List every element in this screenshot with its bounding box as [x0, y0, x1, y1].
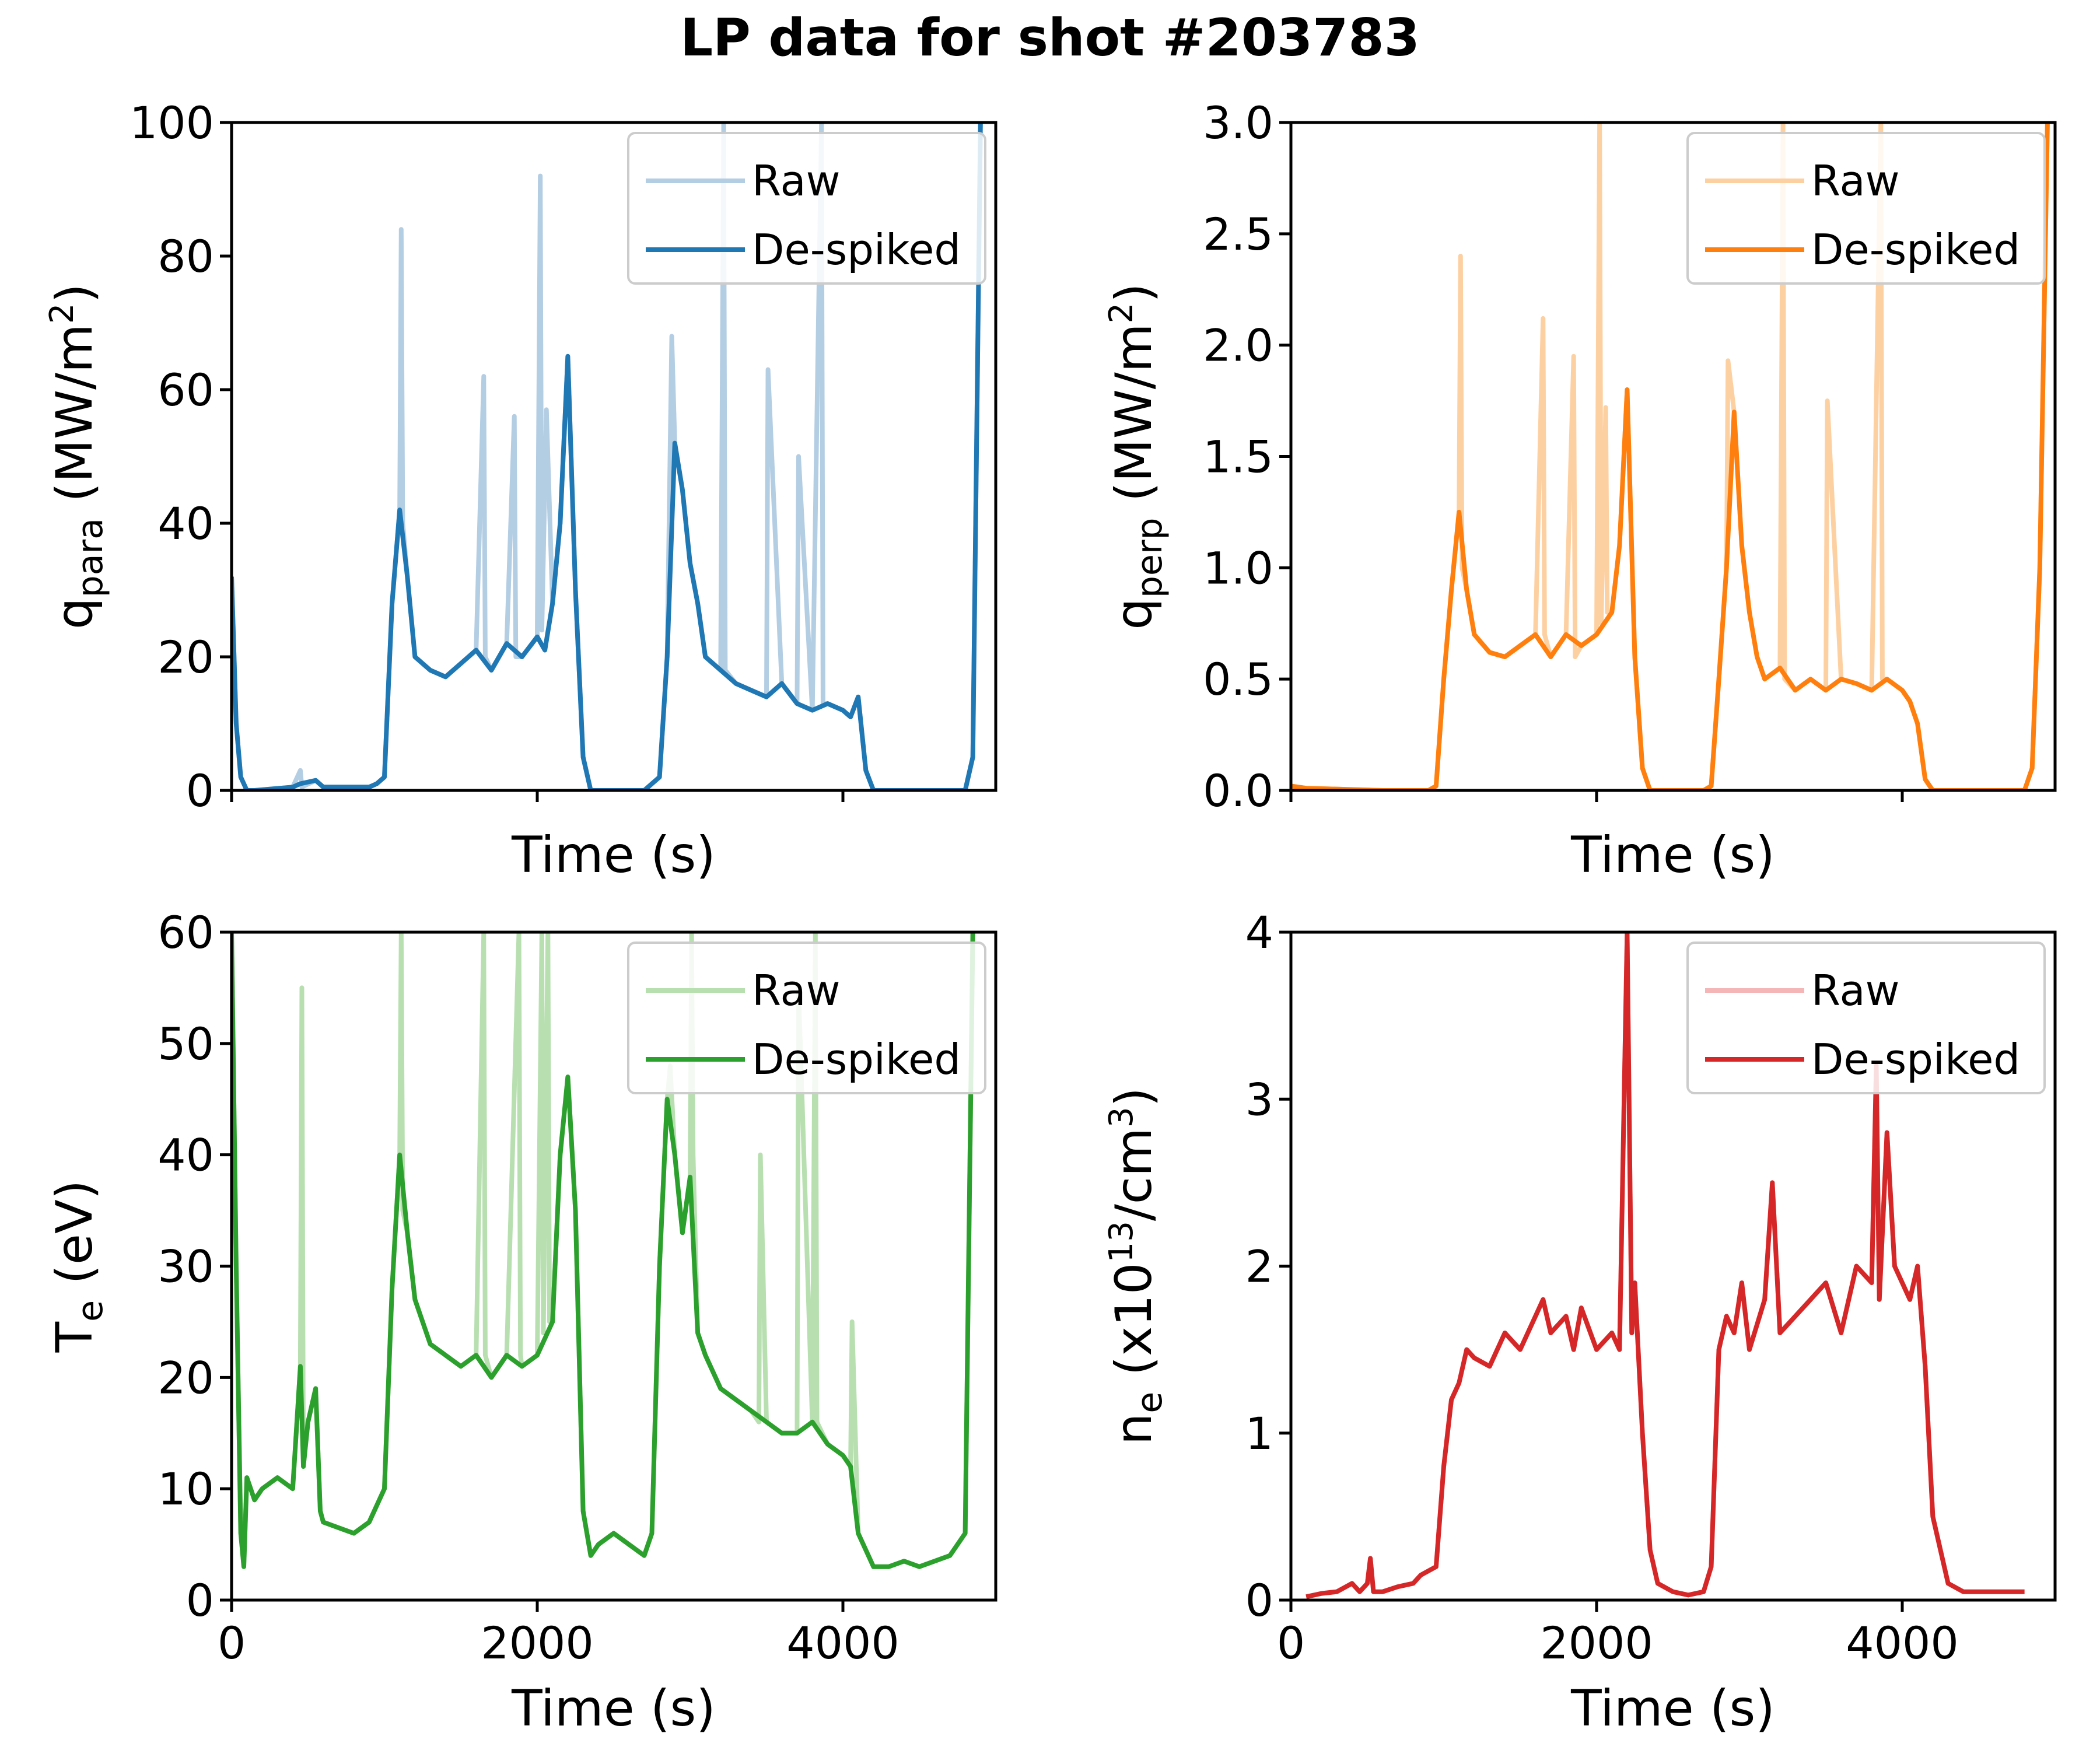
y-tick-label: 10 — [158, 1463, 214, 1515]
y-tick-label: 4 — [1245, 907, 1273, 958]
legend-label-raw: Raw — [1811, 966, 1899, 1015]
y-tick-label: 0 — [186, 1574, 214, 1626]
series-line-de-spiked — [232, 123, 983, 790]
x-tick-label: 0 — [218, 1617, 246, 1669]
y-axis-label-part: 13 — [1102, 1221, 1140, 1262]
axes-frame — [230, 121, 998, 792]
x-tick-label: 0 — [1277, 1617, 1305, 1669]
y-tick-label: 100 — [130, 97, 214, 149]
y-tick-label: 0 — [1245, 1574, 1273, 1626]
y-tick-label: 1 — [1245, 1408, 1273, 1460]
legend-label-raw: Raw — [1811, 156, 1899, 205]
legend: Raw De-spiked — [627, 132, 986, 285]
y-tick-label: 50 — [158, 1018, 214, 1070]
y-axis-label-part: (eV) — [46, 1180, 104, 1300]
y-axis-label-part: para — [70, 518, 111, 597]
y-axis-label-part: (MW/m — [1105, 323, 1163, 517]
y-axis-label-part: q — [46, 597, 104, 629]
y-tick-label: 2.0 — [1203, 320, 1273, 372]
legend-label-de-spiked: De-spiked — [1811, 1035, 2020, 1084]
y-tick-label: 1.0 — [1203, 542, 1273, 594]
figure-title: LP data for shot #203783 — [680, 8, 1420, 68]
y-tick-label: 30 — [158, 1241, 214, 1293]
y-axis-label-part: 2 — [43, 303, 81, 324]
x-axis-label: Time (s) — [1570, 826, 1775, 884]
legend: Raw De-spiked — [1686, 132, 2046, 285]
x-axis-label: Time (s) — [511, 826, 716, 884]
y-axis-label: qperp (MW/m2) — [1102, 283, 1170, 629]
panel-te: 0 10 20 30 40 50 60 0 2000 4000 Time (s) Te (eV) Raw… — [46, 907, 998, 1738]
x-axis-label: Time (s) — [511, 1679, 716, 1738]
y-axis-label-part: n — [1105, 1413, 1163, 1446]
legend-label-raw: Raw — [752, 156, 840, 205]
series-line-de-spiked — [1306, 932, 2025, 1600]
y-axis-label-part: perp — [1129, 517, 1170, 598]
x-tick-label: 4000 — [786, 1617, 899, 1669]
y-axis-label-part: (MW/m — [46, 324, 104, 518]
y-axis-label-part: ) — [46, 284, 104, 303]
y-tick-label: 40 — [158, 1129, 214, 1181]
legend: Raw De-spiked — [1686, 942, 2046, 1094]
y-tick-label: 3 — [1245, 1073, 1273, 1125]
y-tick-label: 60 — [158, 907, 214, 958]
legend-box — [1686, 942, 2046, 1094]
y-tick-label: 20 — [158, 1352, 214, 1404]
legend-label-de-spiked: De-spiked — [752, 225, 961, 274]
y-axis-label-part: 3 — [1102, 1107, 1140, 1128]
legend-label-de-spiked: De-spiked — [752, 1035, 961, 1084]
panel-qperp: 0.0 0.5 1.0 1.5 2.0 2.5 3.0 Time (s) qperp (MW/m… — [1102, 97, 2057, 884]
x-tick-label: 4000 — [1846, 1617, 1958, 1669]
panel-qpara: 0 20 40 60 80 100 Time (s) qpara (MW/m2) Raw De-s… — [43, 97, 998, 884]
y-axis-label: Te (eV) — [46, 1180, 111, 1353]
y-axis-label-part: T — [46, 1321, 104, 1353]
y-tick-label: 20 — [158, 631, 214, 683]
legend: Raw De-spiked — [627, 942, 986, 1094]
x-axis-label: Time (s) — [1570, 1679, 1775, 1738]
y-axis-label: qpara (MW/m2) — [43, 284, 111, 629]
series-line-de-spiked — [1291, 123, 2050, 790]
y-axis-label-part: q — [1105, 598, 1163, 630]
y-tick-label: 3.0 — [1203, 97, 1273, 149]
y-tick-label: 0.0 — [1203, 765, 1273, 817]
y-tick-label: 40 — [158, 498, 214, 550]
y-tick-label: 0 — [186, 765, 214, 817]
legend-box — [627, 942, 986, 1094]
series-line-de-spiked — [232, 932, 975, 1569]
legend-box — [1686, 132, 2046, 285]
y-axis-label-part: e — [70, 1300, 111, 1322]
legend-label-raw: Raw — [752, 966, 840, 1015]
y-tick-label: 60 — [158, 364, 214, 416]
y-tick-label: 80 — [158, 230, 214, 282]
legend-box — [627, 132, 986, 285]
y-axis-label-part: /cm — [1105, 1128, 1163, 1221]
x-tick-label: 2000 — [1540, 1617, 1653, 1669]
y-axis-label: ne (x1013/cm3) — [1102, 1087, 1170, 1445]
y-axis-label-part: e — [1129, 1392, 1170, 1413]
y-axis-label-part: (x10 — [1105, 1262, 1163, 1391]
x-tick-label: 2000 — [481, 1617, 593, 1669]
y-tick-label: 0.5 — [1203, 653, 1273, 705]
y-tick-label: 1.5 — [1203, 431, 1273, 483]
y-tick-label: 2 — [1245, 1241, 1273, 1293]
legend-label-de-spiked: De-spiked — [1811, 225, 2020, 274]
y-axis-label-part: 2 — [1102, 303, 1140, 324]
y-axis-label-part: ) — [1105, 1087, 1163, 1107]
y-tick-label: 2.5 — [1203, 208, 1273, 260]
y-axis-label-part: ) — [1105, 283, 1163, 303]
